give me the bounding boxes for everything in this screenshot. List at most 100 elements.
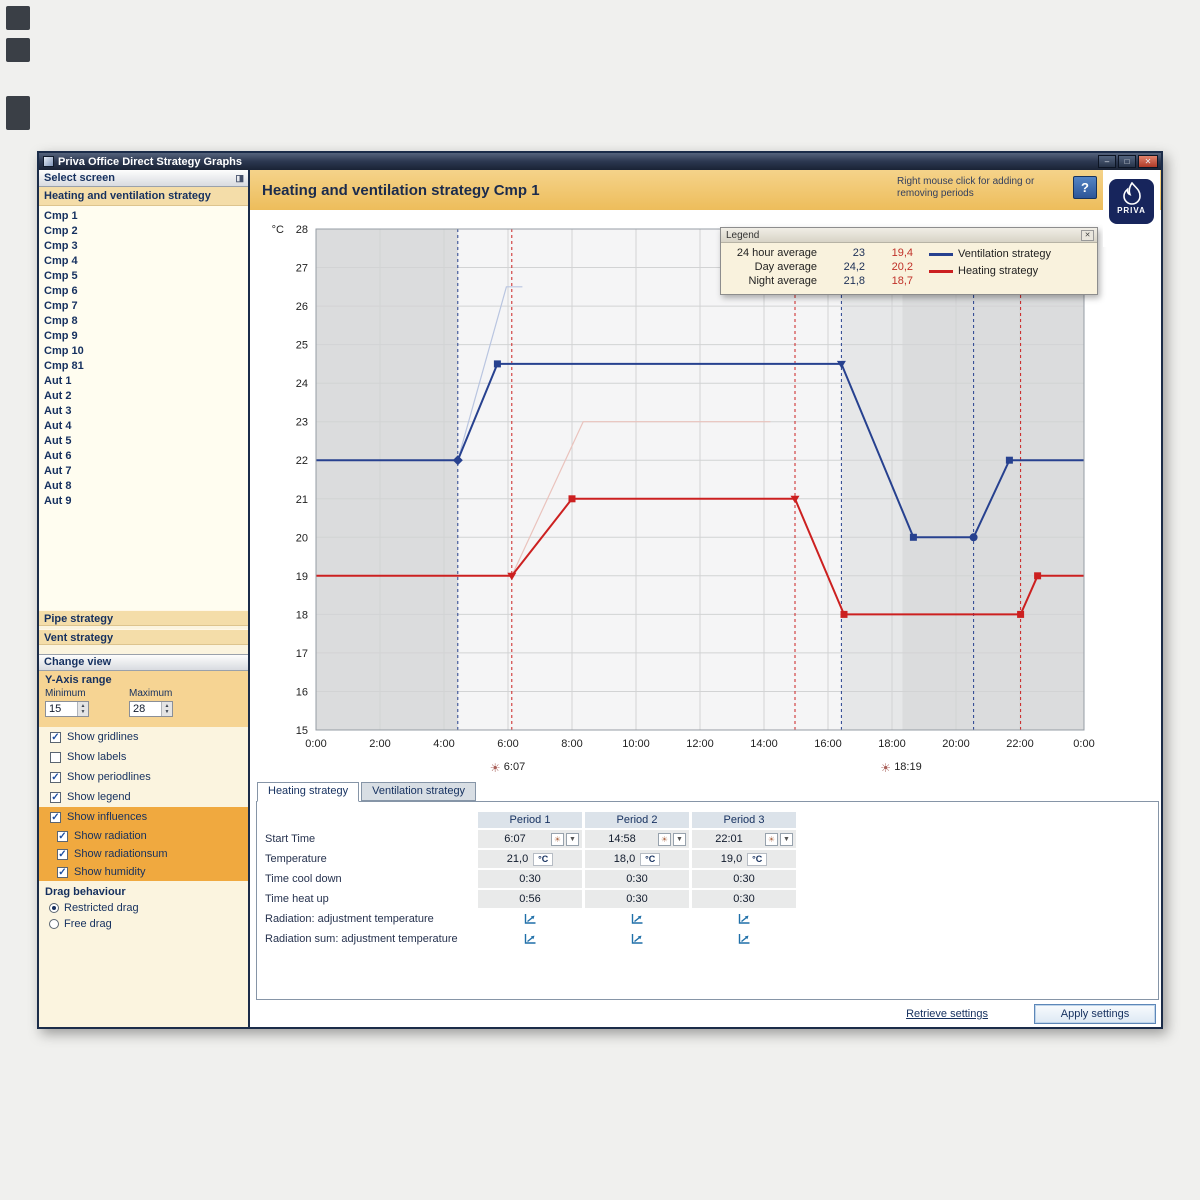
heating-strategy-line[interactable] — [316, 497, 1084, 616]
checkbox-show-labels[interactable] — [50, 751, 61, 763]
checkbox-show-legend[interactable]: ✓ — [50, 791, 61, 803]
temperature-value[interactable]: 21,0 — [506, 853, 529, 865]
radio-row-free-drag[interactable]: Free drag — [45, 916, 248, 932]
checkbox-show-humidity[interactable]: ✓ — [57, 866, 68, 878]
radiation-adjustment-temperature-cell[interactable] — [478, 910, 582, 928]
sidebar-item-aut-9[interactable]: Aut 9 — [44, 495, 72, 507]
checkbox-row-show-gridlines[interactable]: ✓ Show gridlines — [39, 727, 248, 747]
temperature-cell[interactable]: 21,0 °C — [478, 850, 582, 868]
checkbox-row-show-humidity[interactable]: ✓ Show humidity — [39, 863, 248, 881]
sun-time-icon[interactable]: ☀ — [551, 832, 564, 846]
checkbox-label[interactable]: Show labels — [67, 751, 127, 763]
time-cool-down-cell[interactable]: 0:30 — [585, 870, 689, 888]
radiation-adjustment-temperature-cell[interactable] — [692, 910, 796, 928]
ventilation-strategy-line[interactable] — [316, 362, 1084, 539]
sidebar-item-cmp-3[interactable]: Cmp 3 — [44, 240, 78, 252]
sidebar-item-aut-6[interactable]: Aut 6 — [44, 450, 72, 462]
setpoint-marker[interactable] — [1017, 610, 1025, 618]
maximize-button[interactable]: □ — [1118, 155, 1136, 168]
checkbox-show-gridlines[interactable]: ✓ — [50, 731, 61, 743]
setpoint-marker[interactable] — [969, 533, 978, 542]
sidebar-item-aut-8[interactable]: Aut 8 — [44, 480, 72, 492]
setpoint-marker[interactable] — [568, 495, 576, 503]
radiation-sum-adjustment-temperature-cell[interactable] — [478, 930, 582, 948]
tab-ventilation-strategy[interactable]: Ventilation strategy — [361, 782, 477, 801]
start-time-cell[interactable]: 6:07 ☀ ▼ — [478, 830, 582, 848]
sidebar-item-aut-4[interactable]: Aut 4 — [44, 420, 72, 432]
sidebar-item-cmp-5[interactable]: Cmp 5 — [44, 270, 78, 282]
sidebar-item-aut-1[interactable]: Aut 1 — [44, 375, 72, 387]
checkbox-show-periodlines[interactable]: ✓ — [50, 771, 61, 783]
sidebar-item-cmp-81[interactable]: Cmp 81 — [44, 360, 84, 372]
start-time-value[interactable]: 14:58 — [608, 833, 636, 845]
start-time-value[interactable]: 6:07 — [504, 833, 526, 845]
start-time-cell[interactable]: 14:58 ☀ ▼ — [585, 830, 689, 848]
screen-list[interactable]: Cmp 1 Cmp 2 Cmp 3 Cmp 4 Cmp 5 Cmp 6 Cmp 7 Cmp 8… — [39, 206, 248, 508]
close-button[interactable]: ✕ — [1138, 155, 1158, 168]
sidebar-item-cmp-9[interactable]: Cmp 9 — [44, 330, 78, 342]
help-button[interactable]: ? — [1073, 176, 1097, 199]
sidebar-item-cmp-10[interactable]: Cmp 10 — [44, 345, 84, 357]
radiation-adjustment-temperature-cell[interactable] — [585, 910, 689, 928]
temperature-cell[interactable]: 19,0 °C — [692, 850, 796, 868]
vent-strategy-button[interactable]: Vent strategy — [39, 629, 248, 645]
y-min-spinner[interactable]: 15 ▲ ▼ — [45, 701, 89, 717]
time-heat-up-cell[interactable]: 0:30 — [692, 890, 796, 908]
spin-up-icon[interactable]: ▲ — [164, 703, 170, 709]
checkbox-label[interactable]: Show influences — [67, 811, 148, 823]
strategy-chart[interactable]: °C 15 16 17 18 19 20 21 22 23 24 25 26 27 28 0:00 2:00 4:… — [250, 210, 1159, 778]
sun-time-icon[interactable]: ☀ — [658, 832, 671, 846]
checkbox-row-show-radiationsum[interactable]: ✓ Show radiationsum — [39, 845, 248, 863]
temperature-cell[interactable]: 18,0 °C — [585, 850, 689, 868]
checkbox-label[interactable]: Show legend — [67, 791, 131, 803]
sidebar-item-cmp-4[interactable]: Cmp 4 — [44, 255, 78, 267]
checkbox-label[interactable]: Show gridlines — [67, 731, 139, 743]
sidebar-item-cmp-2[interactable]: Cmp 2 — [44, 225, 78, 237]
start-time-value[interactable]: 22:01 — [715, 833, 743, 845]
dropdown-icon[interactable]: ▼ — [566, 832, 579, 846]
time-heat-up-cell[interactable]: 0:56 — [478, 890, 582, 908]
sun-time-icon[interactable]: ☀ — [765, 832, 778, 846]
time-cool-down-cell[interactable]: 0:30 — [478, 870, 582, 888]
checkbox-row-show-labels[interactable]: Show labels — [39, 747, 248, 767]
spin-up-icon[interactable]: ▲ — [80, 703, 86, 709]
setpoint-marker[interactable] — [1005, 456, 1013, 464]
radiation-influence-ventilation-line[interactable] — [457, 286, 523, 461]
setpoint-marker[interactable] — [790, 495, 800, 504]
spin-down-icon[interactable]: ▼ — [164, 709, 170, 715]
pipe-strategy-button[interactable]: Pipe strategy — [39, 610, 248, 626]
sidebar-item-aut-7[interactable]: Aut 7 — [44, 465, 72, 477]
setpoint-marker[interactable] — [1034, 572, 1042, 580]
sidebar-item-cmp-6[interactable]: Cmp 6 — [44, 285, 78, 297]
legend-window[interactable]: Legend ✕ 24 hour average 23 19,4 Day averag… — [720, 227, 1098, 295]
radiation-sum-adjustment-temperature-cell[interactable] — [692, 930, 796, 948]
checkbox-row-show-influences[interactable]: ✓ Show influences — [39, 807, 248, 827]
checkbox-show-radiation[interactable]: ✓ — [57, 830, 68, 842]
sidebar-item-cmp-7[interactable]: Cmp 7 — [44, 300, 78, 312]
setpoint-marker[interactable] — [493, 360, 501, 368]
checkbox-label[interactable]: Show radiation — [74, 830, 147, 842]
time-heat-up-cell[interactable]: 0:30 — [585, 890, 689, 908]
panel-pin-icon[interactable]: ◨ — [235, 172, 244, 183]
apply-settings-button[interactable]: Apply settings — [1034, 1003, 1156, 1024]
start-time-cell[interactable]: 22:01 ☀ ▼ — [692, 830, 796, 848]
spinner-arrows-icon[interactable]: ▲ ▼ — [77, 702, 88, 716]
radiation-sum-adjustment-temperature-cell[interactable] — [585, 930, 689, 948]
radio-label[interactable]: Free drag — [64, 918, 112, 930]
checkbox-show-influences[interactable]: ✓ — [50, 811, 61, 823]
retrieve-settings-link[interactable]: Retrieve settings — [906, 1007, 988, 1020]
checkbox-label[interactable]: Show radiationsum — [74, 848, 168, 860]
checkbox-row-show-legend[interactable]: ✓ Show legend — [39, 787, 248, 807]
spinner-arrows-icon[interactable]: ▲ ▼ — [161, 702, 172, 716]
y-max-spinner[interactable]: 28 ▲ ▼ — [129, 701, 173, 717]
setpoint-marker[interactable] — [452, 455, 463, 466]
radio-label[interactable]: Restricted drag — [64, 902, 139, 914]
time-cool-down-cell[interactable]: 0:30 — [692, 870, 796, 888]
setpoint-marker[interactable] — [507, 572, 517, 581]
y-min-value[interactable]: 15 — [49, 703, 62, 715]
legend-close-icon[interactable]: ✕ — [1081, 229, 1094, 241]
spin-down-icon[interactable]: ▼ — [80, 709, 86, 715]
sidebar-item-aut-2[interactable]: Aut 2 — [44, 390, 72, 402]
radiation-influence-heating-line[interactable] — [511, 421, 771, 577]
tab-heating-strategy[interactable]: Heating strategy — [257, 782, 360, 802]
